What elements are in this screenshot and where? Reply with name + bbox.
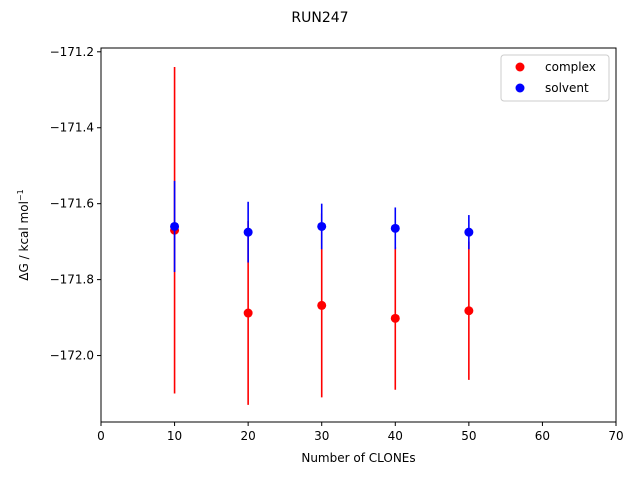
chart-title: RUN247: [291, 10, 348, 26]
y-tick-label: −171.2: [50, 45, 94, 59]
solvent-point: [464, 227, 474, 237]
y-tick-label: −171.6: [50, 197, 94, 211]
y-tick-label: −171.8: [50, 273, 94, 287]
x-tick-label: 30: [314, 429, 329, 443]
complex-point: [464, 306, 474, 316]
legend-box: [500, 54, 610, 102]
complex-point: [243, 308, 253, 318]
x-tick-label: 60: [535, 429, 550, 443]
y-axis-label-main: ΔG / kcal mol: [17, 201, 31, 281]
complex-point: [317, 300, 327, 310]
axes-frame: [100, 47, 617, 423]
solvent-point: [317, 221, 327, 231]
x-axis-ticks: 0 10 20 30 40 50 60 70: [97, 422, 624, 443]
x-tick-label: 40: [388, 429, 403, 443]
legend: complex solvent: [500, 54, 610, 102]
plot-area: [170, 66, 474, 405]
legend-label-solvent: solvent: [545, 81, 589, 95]
legend-marker-complex: [515, 62, 525, 72]
x-tick-label: 50: [461, 429, 476, 443]
y-tick-label: −171.4: [50, 121, 94, 135]
x-tick-label: 70: [608, 429, 623, 443]
solvent-point: [390, 223, 400, 233]
solvent-point: [170, 221, 180, 231]
complex-point: [390, 313, 400, 323]
y-axis-ticks: −171.2 −171.4 −171.6 −171.8 −172.0: [50, 45, 101, 363]
y-axis-label-superscript: −1: [16, 189, 25, 201]
x-tick-label: 10: [167, 429, 182, 443]
x-tick-label: 20: [241, 429, 256, 443]
y-axis-label: ΔG / kcal mol−1: [16, 189, 31, 280]
legend-label-complex: complex: [545, 60, 596, 74]
x-axis-label: Number of CLONEs: [301, 451, 415, 465]
series-solvent: [170, 180, 474, 273]
solvent-point: [243, 227, 253, 237]
x-tick-label: 0: [97, 429, 105, 443]
y-tick-label: −172.0: [50, 349, 94, 363]
legend-marker-solvent: [515, 83, 525, 93]
